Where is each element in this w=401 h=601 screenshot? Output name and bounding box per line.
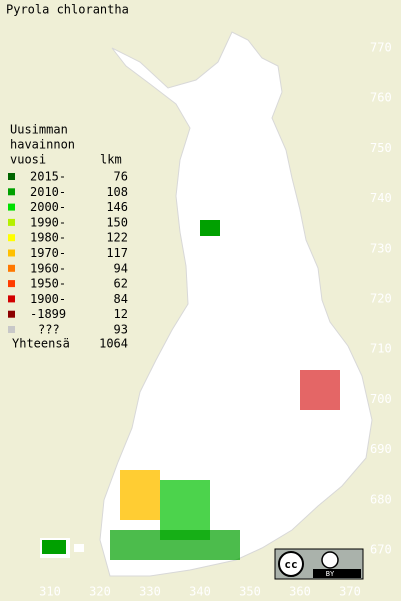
legend-label: 2010- <box>30 185 66 199</box>
y-tick-label: 750 <box>370 141 392 155</box>
legend-label: 2000- <box>30 200 66 214</box>
x-tick-label: 330 <box>139 585 161 599</box>
legend-label: 1970- <box>30 246 66 260</box>
x-tick-label: 370 <box>339 585 361 599</box>
x-tick-label: 310 <box>39 585 61 599</box>
license-badge: cc BY <box>274 548 364 580</box>
legend-count: 150 <box>106 215 128 229</box>
x-tick-label: 360 <box>289 585 311 599</box>
y-tick-label: 740 <box>370 191 392 205</box>
legend-heading: Uusimman <box>10 123 68 137</box>
total-count: 1064 <box>99 337 128 351</box>
y-tick-label: 690 <box>370 442 392 456</box>
legend-count: 84 <box>114 292 128 306</box>
legend-label: -1899 <box>30 307 66 321</box>
y-tick-label: 720 <box>370 292 392 306</box>
legend-label: 1900- <box>30 292 66 306</box>
legend-count: 76 <box>114 170 128 184</box>
legend-swatch <box>8 280 15 288</box>
legend-swatch <box>8 234 15 242</box>
legend-header: vuosi <box>10 153 46 167</box>
legend-heading: havainnon <box>10 138 75 152</box>
legend-header: lkm <box>100 153 122 167</box>
y-tick-label: 700 <box>370 392 392 406</box>
x-tick-label: 340 <box>189 585 211 599</box>
legend-swatch <box>8 264 15 272</box>
legend-swatch <box>8 249 15 257</box>
legend-label: 1960- <box>30 261 66 275</box>
legend-count: 62 <box>114 277 128 291</box>
badge-by: BY <box>326 570 335 578</box>
total-label: Yhteensä <box>12 337 70 351</box>
y-tick-label: 760 <box>370 91 392 105</box>
legend-count: 12 <box>114 307 128 321</box>
country-outline <box>99 31 373 577</box>
legend-count: 93 <box>114 323 128 337</box>
legend-swatch <box>8 295 15 303</box>
legend-label: 1950- <box>30 277 66 291</box>
legend-count: 94 <box>114 261 128 275</box>
y-tick-label: 680 <box>370 492 392 506</box>
legend-label: ??? <box>38 323 60 337</box>
observation-squares <box>42 220 340 560</box>
legend-swatch <box>8 310 15 318</box>
y-tick-label: 770 <box>370 41 392 55</box>
legend-count: 117 <box>106 246 128 260</box>
legend-swatch <box>8 173 15 180</box>
y-tick-label: 670 <box>370 543 392 557</box>
legend-label: 2015- <box>30 170 66 184</box>
legend-label: 1990- <box>30 215 66 229</box>
x-tick-label: 350 <box>239 585 261 599</box>
legend-swatch <box>8 326 15 333</box>
legend-label: 1980- <box>30 231 66 245</box>
legend-swatch <box>8 203 15 211</box>
legend-count: 108 <box>106 185 128 199</box>
badge-cc: cc <box>284 558 297 571</box>
map-title: Pyrola chlorantha <box>6 3 129 17</box>
legend-swatch <box>8 218 15 226</box>
y-tick-label: 710 <box>370 342 392 356</box>
legend-count: 146 <box>106 200 128 214</box>
x-tick-label: 320 <box>89 585 111 599</box>
y-tick-label: 730 <box>370 241 392 255</box>
legend-count: 122 <box>106 231 128 245</box>
legend-swatch <box>8 188 15 196</box>
